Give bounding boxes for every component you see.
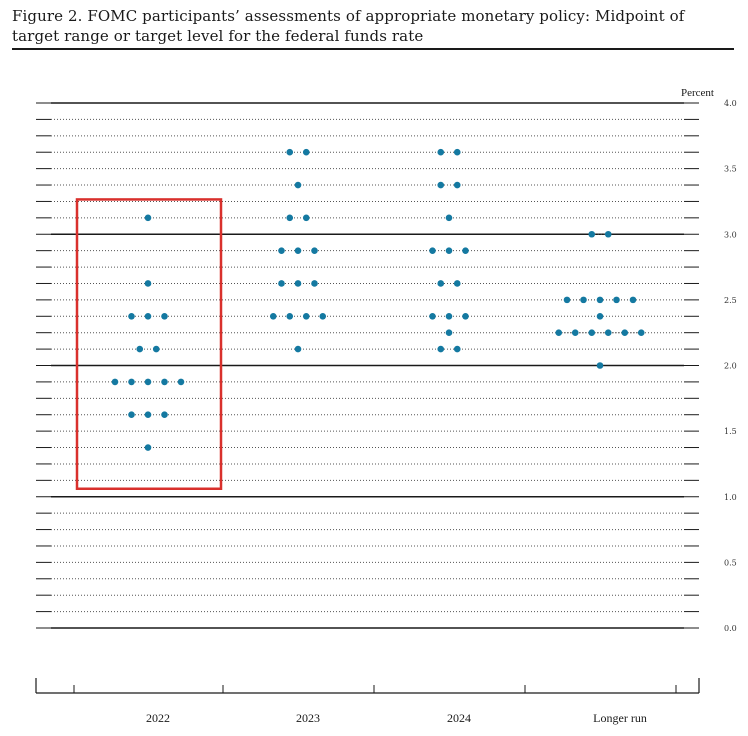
data-point <box>604 230 612 238</box>
data-point <box>269 312 277 320</box>
data-point <box>144 214 152 222</box>
data-point <box>580 296 587 304</box>
data-point <box>437 280 445 287</box>
data-point <box>596 362 604 369</box>
data-point <box>144 411 152 419</box>
data-point <box>588 329 596 336</box>
figure-title: Figure 2. FOMC participants’ assessments… <box>12 7 685 45</box>
axis-layer <box>35 678 700 694</box>
x-tick-label: 2024 <box>447 711 471 725</box>
data-point <box>144 444 152 451</box>
highlight-layer <box>75 198 223 490</box>
data-point <box>596 312 604 320</box>
data-point <box>294 280 302 287</box>
data-point <box>613 296 620 304</box>
data-point <box>462 312 469 320</box>
highlight-box-2022 <box>75 198 223 490</box>
data-point <box>445 247 453 254</box>
data-point <box>136 345 144 353</box>
data-point <box>294 345 302 353</box>
data-point <box>621 329 629 336</box>
y-tick-label: 2.0 <box>724 362 737 371</box>
data-point <box>128 378 135 386</box>
x-tick-label: 2022 <box>146 711 170 725</box>
data-point <box>462 247 469 254</box>
y-tick-label: 3.0 <box>724 230 737 239</box>
title-rule <box>12 48 734 50</box>
data-point <box>453 280 461 287</box>
data-point <box>437 345 445 353</box>
data-point <box>453 181 461 189</box>
data-point <box>128 312 135 320</box>
data-point <box>563 296 571 304</box>
y-tick-label: 1.0 <box>724 493 737 502</box>
data-point <box>144 378 152 386</box>
data-point <box>445 329 453 336</box>
data-point <box>278 247 285 254</box>
data-point <box>286 214 294 222</box>
data-point <box>286 312 294 320</box>
data-point <box>302 148 310 156</box>
data-point <box>453 148 461 156</box>
y-tick-label: 4.0 <box>724 99 737 108</box>
data-point <box>144 312 152 320</box>
data-point <box>429 312 436 320</box>
y-tick-label: 0.5 <box>724 558 737 567</box>
data-point <box>445 312 453 320</box>
label-layer: 4.0 3.5 3.0 2.5 2.0 1.5 1.0 0.5 0.0 Percent 2022 20… <box>146 87 737 725</box>
data-point <box>161 378 168 386</box>
data-point <box>302 312 310 320</box>
data-point <box>278 280 285 287</box>
data-point <box>294 181 302 189</box>
data-point <box>588 230 596 238</box>
data-point <box>286 148 294 156</box>
data-point <box>294 247 302 254</box>
data-point <box>128 411 135 419</box>
data-point <box>604 329 612 336</box>
data-point <box>596 296 604 304</box>
y-tick-label: 1.5 <box>724 427 737 436</box>
y-tick-label: 0.0 <box>724 624 737 633</box>
x-tick-label: 2023 <box>296 711 320 725</box>
data-point <box>637 329 645 336</box>
data-point <box>311 247 318 254</box>
figure-title-block: Figure 2. FOMC participants’ assessments… <box>12 6 736 46</box>
data-point <box>311 280 318 287</box>
data-point <box>437 148 445 156</box>
y-axis-unit-label: Percent <box>681 87 714 99</box>
data-point <box>161 411 168 419</box>
data-point <box>152 345 160 353</box>
data-point <box>453 345 461 353</box>
data-point <box>302 214 310 222</box>
x-tick-label: Longer run <box>593 711 647 725</box>
y-tick-label: 3.5 <box>724 165 737 174</box>
data-point <box>319 312 327 320</box>
data-point <box>445 214 453 222</box>
y-tick-label: 2.5 <box>724 296 737 305</box>
data-point <box>144 280 152 287</box>
data-point <box>555 329 563 336</box>
data-point <box>629 296 637 304</box>
data-point <box>429 247 436 254</box>
data-point <box>177 378 185 386</box>
dot-layer <box>111 148 645 451</box>
data-point <box>437 181 445 189</box>
data-point <box>111 378 119 386</box>
data-point <box>161 312 168 320</box>
data-point <box>571 329 579 336</box>
